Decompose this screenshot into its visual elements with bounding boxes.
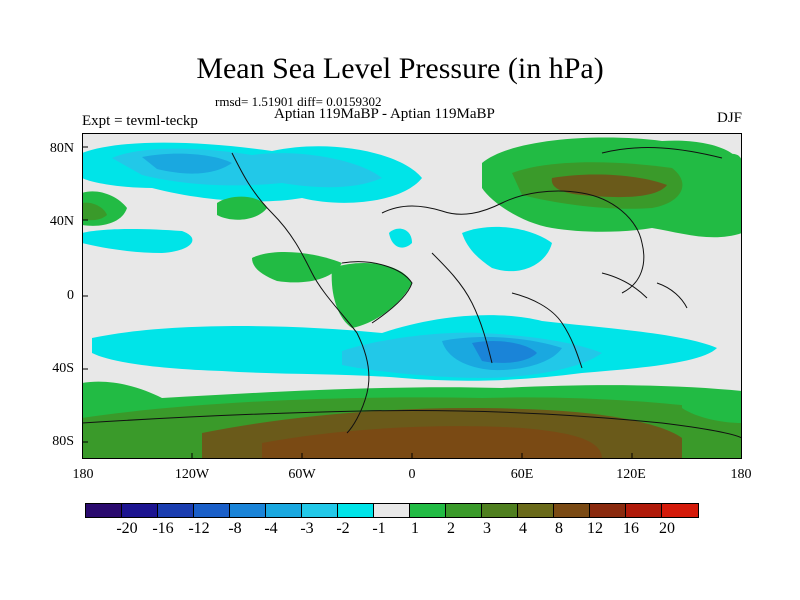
legend-swatch	[626, 504, 662, 517]
legend-swatch	[122, 504, 158, 517]
legend-tick-label: 12	[587, 520, 603, 537]
legend-tick-label: 1	[411, 520, 419, 537]
legend-swatch	[374, 504, 410, 517]
legend-tick-label: 3	[483, 520, 491, 537]
legend-swatch	[410, 504, 446, 517]
xtick-120w: 120W	[174, 467, 210, 482]
legend-swatch	[302, 504, 338, 517]
ytick-80n: 80N	[49, 141, 74, 156]
legend-tick-label: -8	[228, 520, 242, 537]
season-label: DJF	[716, 110, 742, 126]
legend-swatch	[230, 504, 266, 517]
legend-swatch	[158, 504, 194, 517]
legend-tick-label: -20	[116, 520, 138, 537]
ytick-eq: 0	[67, 288, 74, 303]
legend-tick-label: 16	[623, 520, 639, 537]
xtick-60e: 60E	[510, 467, 534, 482]
ytick-40s: 40S	[52, 361, 74, 376]
legend-tick-label: -3	[300, 520, 314, 537]
nh-positive-anomaly	[82, 137, 742, 328]
legend-colorbar	[85, 503, 699, 518]
legend-swatch	[338, 504, 374, 517]
xtick-120e: 120E	[616, 467, 646, 482]
legend-swatch	[662, 504, 698, 517]
legend-swatch	[554, 504, 590, 517]
axis-ticks	[82, 146, 633, 459]
sh-negative-anomaly	[92, 315, 717, 381]
xtick-0: 0	[408, 467, 416, 482]
experiment-label: Expt = tevml-teckp	[82, 113, 198, 129]
sh-positive-anomaly	[82, 381, 742, 459]
legend-swatch	[86, 504, 122, 517]
legend-swatch	[590, 504, 626, 517]
legend-tick-label: -4	[264, 520, 278, 537]
legend-tick-label: 2	[447, 520, 455, 537]
legend-tick-label: 8	[555, 520, 563, 537]
legend-tick-label: -2	[336, 520, 350, 537]
legend-swatch	[194, 504, 230, 517]
legend-swatch	[518, 504, 554, 517]
legend-tick-label: 20	[659, 520, 675, 537]
map-plot	[82, 133, 742, 459]
legend-tick-label: -12	[188, 520, 210, 537]
plot-title: Mean Sea Level Pressure (in hPa)	[196, 52, 604, 85]
xtick-180e: 180	[730, 467, 752, 482]
coastlines	[82, 147, 742, 439]
legend-swatch	[266, 504, 302, 517]
ytick-40n: 40N	[49, 214, 74, 229]
xtick-60w: 60W	[288, 467, 316, 482]
legend-swatch	[446, 504, 482, 517]
xtick-180w: 180	[72, 467, 94, 482]
stats-text: rmsd= 1.51901 diff= 0.0159302	[215, 94, 382, 109]
legend-tick-label: -16	[152, 520, 174, 537]
comparison-label: Aptian 119MaBP - Aptian 119MaBP	[274, 106, 495, 122]
ytick-80s: 80S	[52, 434, 74, 449]
legend-tick-label: 4	[519, 520, 527, 537]
legend-tick-label: -1	[372, 520, 386, 537]
legend-swatch	[482, 504, 518, 517]
nh-negative-anomaly	[82, 142, 552, 272]
